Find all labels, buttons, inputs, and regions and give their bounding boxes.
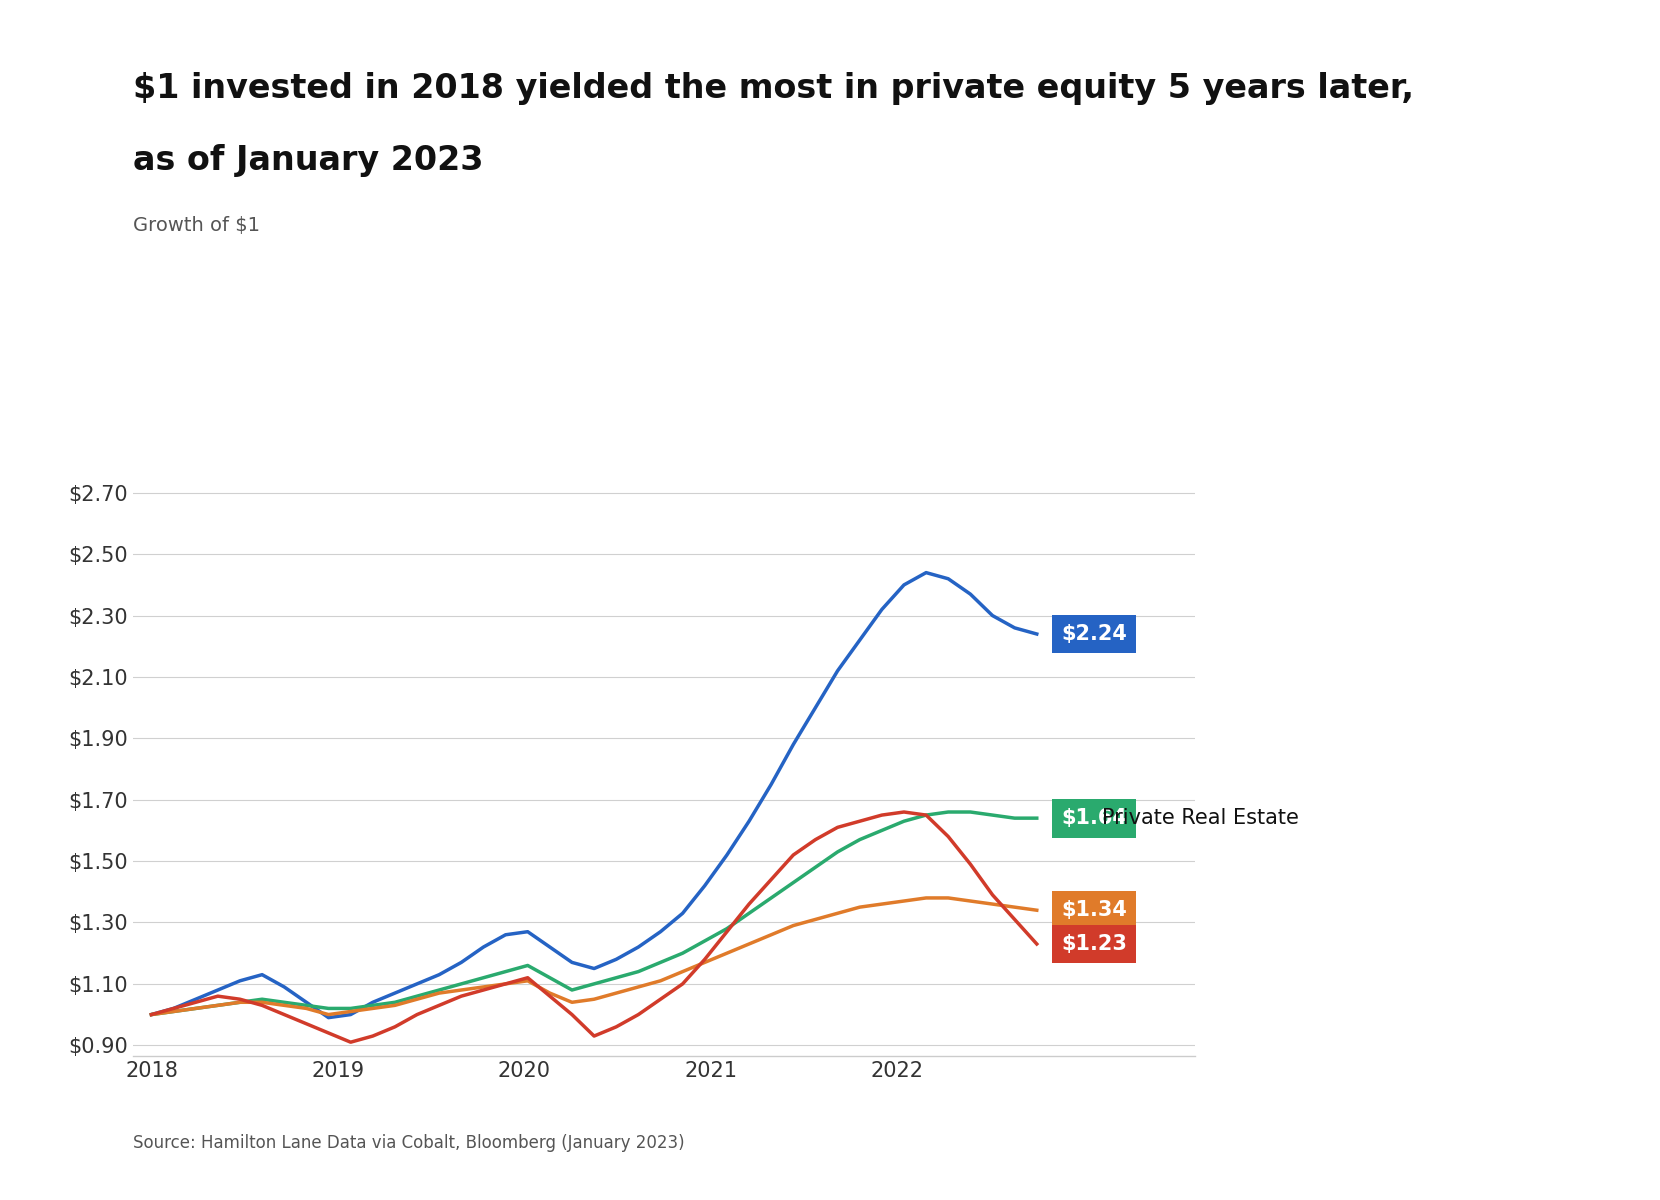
Text: $1 invested in 2018 yielded the most in private equity 5 years later,: $1 invested in 2018 yielded the most in … [133,72,1414,104]
Text: $2.24: $2.24 [1061,624,1127,644]
Text: as of January 2023: as of January 2023 [133,144,483,176]
Text: Source: Hamilton Lane Data via Cobalt, Bloomberg (January 2023): Source: Hamilton Lane Data via Cobalt, B… [133,1134,684,1152]
Text: Private Real Estate: Private Real Estate [1102,808,1298,828]
Text: Growth of $1: Growth of $1 [133,216,261,235]
Text: $1.34: $1.34 [1061,900,1127,920]
Text: $1.23: $1.23 [1061,934,1127,954]
Text: $1.64: $1.64 [1061,808,1127,828]
